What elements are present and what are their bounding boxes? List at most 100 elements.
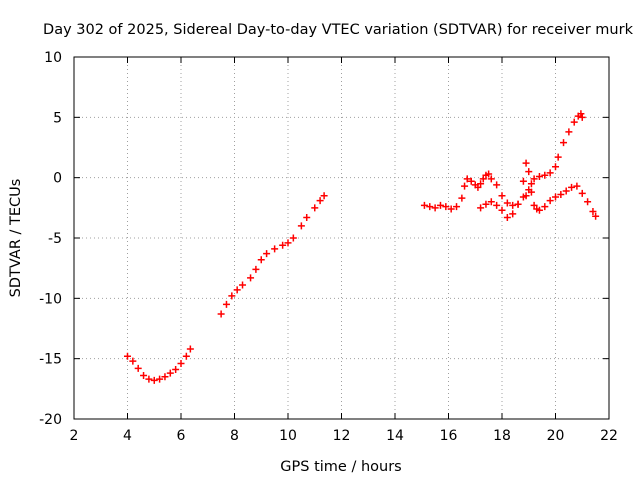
y-tick-label: 5	[53, 110, 62, 126]
y-axis-label: SDTVAR / TECUs	[8, 179, 24, 298]
data-point	[527, 188, 535, 196]
data-point	[573, 182, 581, 190]
data-point	[233, 286, 241, 294]
data-point	[420, 201, 428, 209]
data-point	[546, 169, 554, 177]
data-point	[247, 274, 255, 282]
y-tick-label: -10	[39, 291, 62, 307]
data-point	[442, 203, 450, 211]
data-point	[161, 373, 169, 381]
data-point	[172, 366, 180, 374]
data-point	[436, 201, 444, 209]
data-point	[426, 203, 434, 211]
data-point	[519, 177, 527, 185]
axis-ticks	[73, 56, 610, 420]
data-point	[493, 201, 501, 209]
data-point	[552, 193, 559, 201]
y-tick-label: 10	[44, 50, 62, 66]
y-tick-labels: -20 -15 -10 -5 0 5 10	[39, 50, 62, 428]
x-tick-label: 12	[333, 428, 351, 444]
data-point	[535, 172, 543, 180]
data-point	[477, 204, 485, 212]
data-point	[482, 200, 490, 208]
data-point	[303, 213, 311, 221]
data-point	[453, 203, 461, 211]
data-point	[503, 199, 511, 207]
data-point	[541, 171, 549, 179]
x-tick-labels: 2 4 6 8 10 12 14 16 18 20 22	[70, 428, 618, 444]
data-point	[279, 241, 287, 249]
data-point	[124, 352, 131, 360]
data-point	[150, 376, 158, 384]
data-point	[487, 175, 495, 183]
data-point	[565, 128, 573, 136]
data-point	[541, 203, 549, 211]
data-point	[166, 369, 174, 377]
x-tick-label: 20	[547, 428, 565, 444]
data-point	[562, 187, 570, 195]
data-point	[485, 170, 493, 178]
data-point	[535, 206, 543, 214]
grid	[74, 57, 609, 419]
chart-title: Day 302 of 2025, Sidereal Day-to-day VTE…	[43, 22, 634, 38]
y-tick-label: -5	[48, 231, 62, 247]
data-point	[578, 113, 586, 121]
data-point	[498, 192, 506, 200]
data-point	[493, 181, 501, 189]
data-point	[316, 197, 324, 205]
data-point	[284, 239, 292, 247]
data-point	[177, 359, 185, 367]
data-point	[458, 194, 466, 202]
data-point	[527, 180, 535, 188]
series-segment-3	[420, 110, 586, 213]
data-point	[584, 198, 592, 206]
data-point	[463, 175, 471, 183]
x-tick-label: 18	[493, 428, 511, 444]
data-point	[525, 168, 533, 176]
x-tick-label: 2	[70, 428, 79, 444]
data-point	[479, 175, 487, 183]
data-point	[447, 205, 455, 213]
data-point	[134, 364, 142, 372]
data-point	[257, 256, 265, 264]
data-point	[530, 175, 538, 183]
data-point	[592, 212, 600, 220]
data-point	[182, 352, 190, 360]
data-point	[503, 213, 511, 221]
data-point	[271, 245, 279, 253]
data-point	[522, 192, 530, 200]
data-point	[228, 292, 236, 300]
data-point	[217, 310, 225, 318]
data-point	[239, 281, 247, 289]
data-point	[546, 197, 554, 205]
data-point	[263, 250, 271, 258]
data-point	[311, 204, 319, 212]
data-point	[509, 210, 517, 218]
x-axis-label: GPS time / hours	[280, 459, 401, 475]
data-point	[578, 189, 586, 197]
data-point	[577, 110, 585, 118]
x-tick-label: 8	[230, 428, 239, 444]
x-tick-label: 22	[600, 428, 618, 444]
data-point	[156, 375, 164, 383]
data-point	[474, 183, 482, 191]
data-point	[530, 201, 538, 209]
y-tick-label: 0	[53, 171, 62, 187]
data-point	[129, 357, 137, 365]
x-tick-label: 4	[123, 428, 132, 444]
data-point	[145, 375, 153, 383]
data-point	[297, 222, 305, 230]
data-point	[252, 265, 260, 273]
data-point	[487, 198, 495, 206]
data-point	[431, 204, 439, 212]
x-tick-label: 6	[177, 428, 186, 444]
data-point	[554, 153, 562, 161]
x-tick-label: 10	[279, 428, 297, 444]
data-point	[552, 163, 559, 171]
data-point	[289, 234, 297, 242]
data-point	[186, 345, 194, 353]
series-segment-4	[477, 159, 600, 221]
data-point	[557, 191, 565, 199]
data-point	[140, 372, 148, 380]
